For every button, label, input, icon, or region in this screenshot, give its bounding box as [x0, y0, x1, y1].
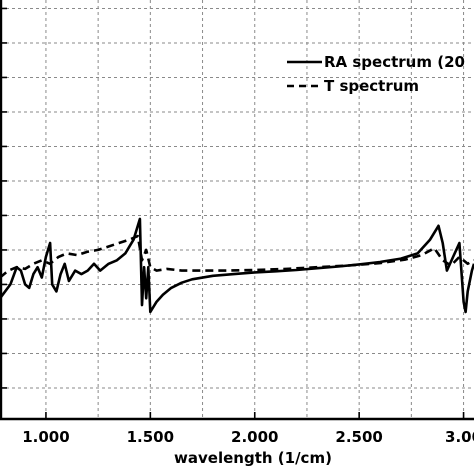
axis-layer: [0, 0, 474, 421]
legend-label-t-spectrum: T spectrum: [324, 77, 419, 95]
x-tick-label: 2.000: [231, 428, 278, 446]
legend: RA spectrum (20 T spectrum: [287, 53, 465, 95]
grid-layer: [0, 0, 474, 419]
x-tick-label: 3.00: [445, 428, 474, 446]
series-layer: [0, 217, 474, 314]
x-tick-label: 1.500: [127, 428, 174, 446]
x-tick-label: 2.500: [335, 428, 382, 446]
series-line-t-spectrum: [0, 234, 474, 279]
x-tick-layer: 1.000 1.500 2.000 2.500 3.00: [22, 428, 474, 446]
x-tick-label: 1.000: [22, 428, 69, 446]
legend-label-ra-spectrum: RA spectrum (20: [324, 53, 465, 71]
x-axis-title: wavelength (1/cm): [174, 449, 332, 467]
series-line-ra-spectrum: [0, 217, 474, 314]
